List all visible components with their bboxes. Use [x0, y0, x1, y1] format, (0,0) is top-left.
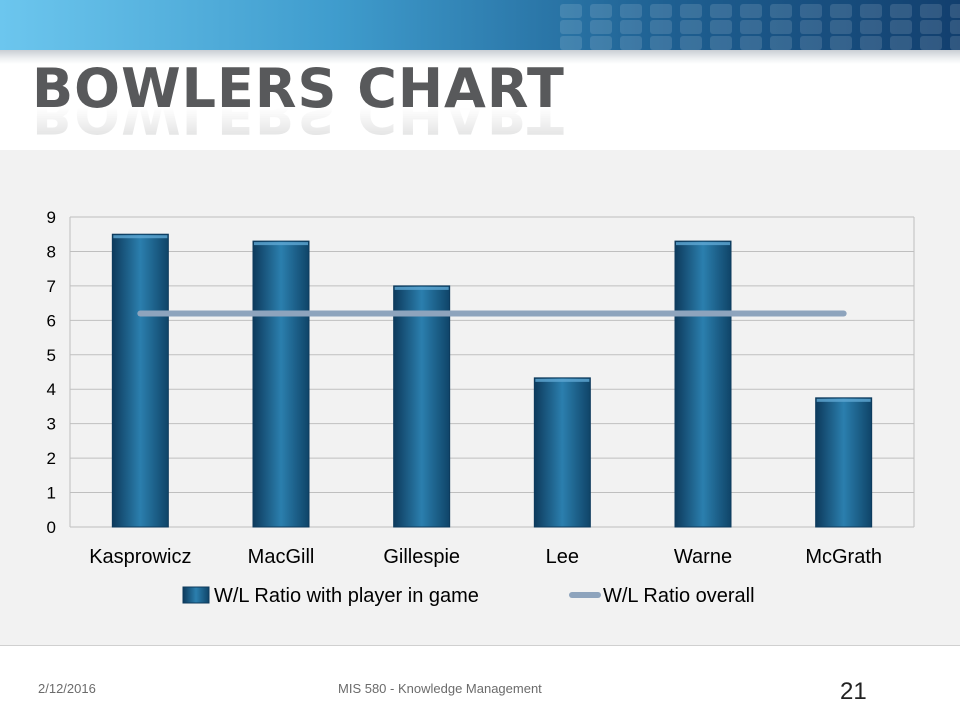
header-tile	[560, 20, 582, 34]
header-tile	[680, 4, 702, 18]
bar	[252, 240, 310, 528]
header-tile	[920, 20, 942, 34]
header-tile	[770, 36, 792, 50]
header-tile	[830, 4, 852, 18]
x-tick-label: Kasprowicz	[89, 546, 191, 568]
header-tile	[710, 4, 732, 18]
y-tick-label: 1	[47, 484, 56, 503]
header-tile	[770, 4, 792, 18]
header-tile	[560, 4, 582, 18]
header-tile	[950, 4, 960, 18]
y-tick-label: 9	[47, 208, 56, 227]
bar-highlight	[535, 378, 590, 382]
header-tile	[800, 36, 822, 50]
bar-highlight	[113, 235, 168, 239]
legend-line-label: W/L Ratio overall	[603, 585, 755, 607]
header-tile	[950, 20, 960, 34]
header-tile	[860, 20, 882, 34]
header-tile	[740, 4, 762, 18]
bar-highlight	[394, 286, 449, 290]
header-tile	[710, 36, 732, 50]
x-tick-label: Gillespie	[383, 546, 460, 568]
legend-bar-label: W/L Ratio with player in game	[214, 585, 479, 607]
bar-series	[111, 233, 873, 528]
x-tick-label: McGrath	[805, 546, 882, 568]
header-tile	[650, 36, 672, 50]
header-tile	[590, 36, 612, 50]
y-tick-label: 2	[47, 449, 56, 468]
header-tile	[620, 4, 642, 18]
slide-title-reflection: BOWLERS CHART	[32, 82, 565, 145]
footer-course: MIS 580 - Knowledge Management	[338, 681, 542, 696]
header-tile	[890, 36, 912, 50]
header-tile	[800, 4, 822, 18]
header-tile	[650, 4, 672, 18]
y-axis-ticks: 0 1 2 3 4 5 6 7 8 9	[47, 208, 56, 537]
header-tile	[920, 4, 942, 18]
header-tile	[890, 20, 912, 34]
header-shadow	[0, 50, 960, 64]
x-tick-label: Lee	[546, 546, 579, 568]
slide-title: BOWLERS CHART	[32, 57, 565, 120]
x-axis-ticks: Kasprowicz MacGill Gillespie Lee Warne McGrat…	[89, 546, 882, 568]
y-tick-label: 0	[47, 518, 56, 537]
slide-number: 21	[840, 678, 867, 705]
bar	[533, 377, 591, 528]
header-tile	[740, 20, 762, 34]
header-tile	[920, 36, 942, 50]
x-tick-label: Warne	[674, 546, 732, 568]
bar-highlight	[816, 398, 871, 402]
header-tile	[560, 36, 582, 50]
bar-chart: 0 1 2 3 4 5 6 7 8 9 Kasprowicz MacGill Gillespie Lee…	[47, 208, 915, 607]
footer-divider	[0, 645, 960, 646]
header-tile	[830, 20, 852, 34]
footer-date: 2/12/2016	[38, 681, 96, 696]
chart-area: 0 1 2 3 4 5 6 7 8 9 Kasprowicz MacGill Gillespie Lee…	[0, 150, 960, 645]
header-tile	[800, 20, 822, 34]
y-tick-label: 3	[47, 415, 56, 434]
y-tick-label: 7	[47, 277, 56, 296]
bar	[111, 233, 169, 528]
bar	[393, 285, 451, 528]
header-tile	[680, 20, 702, 34]
y-tick-label: 8	[47, 242, 56, 261]
header-tile	[950, 36, 960, 50]
y-tick-label: 6	[47, 311, 56, 330]
header-tile	[740, 36, 762, 50]
header-tile	[860, 4, 882, 18]
bar	[815, 397, 873, 528]
header-tile	[590, 20, 612, 34]
header-tile	[650, 20, 672, 34]
header-tile	[620, 20, 642, 34]
header-tile	[860, 36, 882, 50]
header-tile	[590, 4, 612, 18]
header-tile	[770, 20, 792, 34]
gridlines	[69, 216, 915, 528]
bar-highlight	[676, 242, 730, 246]
header-tile	[620, 36, 642, 50]
header-tile	[830, 36, 852, 50]
y-tick-label: 5	[47, 346, 56, 365]
bar-highlight	[254, 242, 308, 246]
x-tick-label: MacGill	[248, 546, 315, 568]
header-tile	[890, 4, 912, 18]
bar	[674, 240, 732, 528]
y-tick-label: 4	[47, 380, 56, 399]
header-tile	[710, 20, 732, 34]
legend-bar-swatch	[182, 586, 210, 604]
header-tile	[680, 36, 702, 50]
header-band	[0, 0, 960, 50]
chart-legend: W/L Ratio with player in game W/L Ratio o…	[182, 585, 755, 607]
